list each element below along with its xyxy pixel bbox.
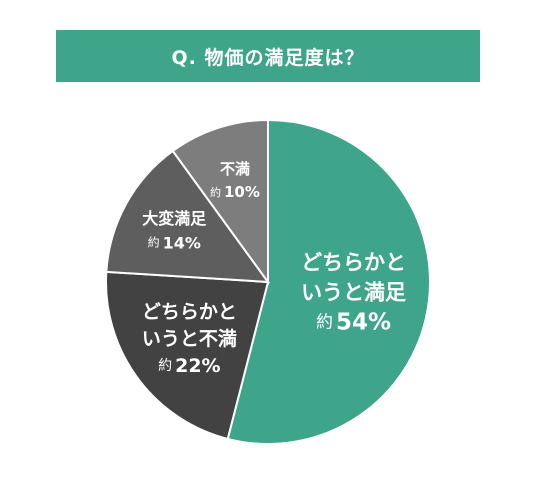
- slice-value-label: 約 14%: [148, 233, 201, 252]
- slice-label-line: いうと満足: [301, 281, 406, 305]
- slice-label-line: 不満: [220, 160, 250, 178]
- pie-slice-2: [105, 149, 271, 284]
- slice-label-line: 大変満足: [142, 209, 207, 228]
- slice-label-line: どちらかと: [301, 251, 406, 275]
- pie-slice-0: [226, 118, 431, 445]
- slice-label-3: 不満約 10%: [210, 160, 260, 201]
- slice-label-line: どちらかと: [142, 301, 237, 323]
- slice-value-label: 約 22%: [158, 355, 220, 377]
- pie-slice-3: [171, 118, 269, 286]
- slice-value-label: 約 10%: [210, 183, 260, 201]
- chart-title: Q. 物価の満足度は？: [171, 46, 365, 69]
- pie-slice-1: [105, 270, 270, 441]
- question-banner: Q. 物価の満足度は？: [56, 30, 480, 82]
- slice-label-line: いうと不満: [142, 328, 237, 350]
- slice-value-label: 約 54%: [316, 310, 391, 336]
